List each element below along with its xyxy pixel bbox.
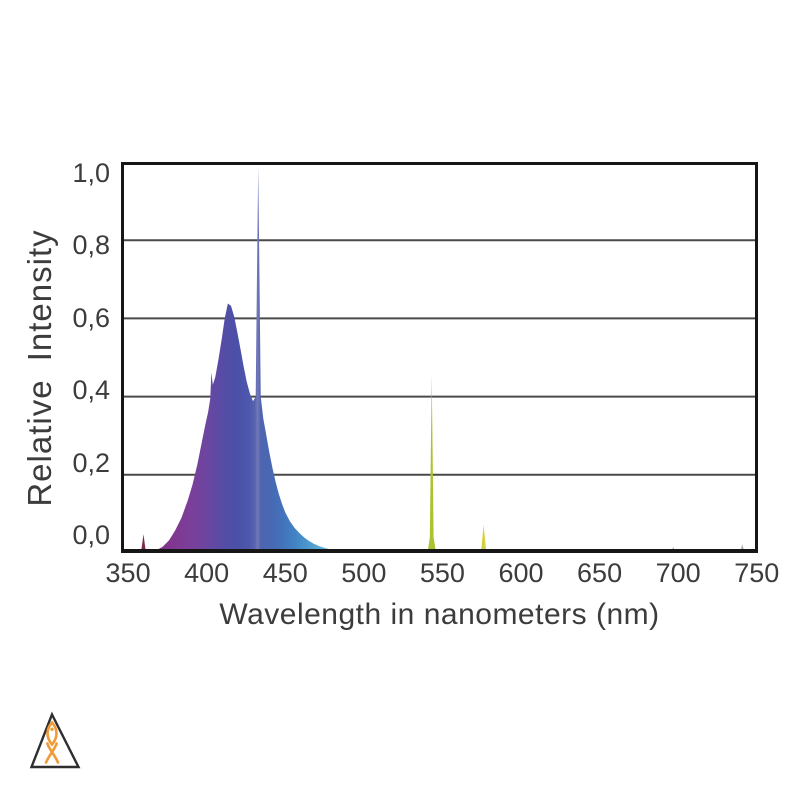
y-tick-label: 0,0 — [72, 520, 110, 550]
x-tick-label: 400 — [184, 558, 230, 588]
spectrum-svg — [121, 162, 758, 553]
brand-logo — [29, 711, 81, 769]
spectrum-curve — [121, 167, 758, 553]
x-tick-label: 450 — [262, 558, 308, 588]
logo-fish-icon — [44, 720, 60, 764]
x-tick-label: 700 — [655, 558, 701, 588]
x-tick-label: 650 — [577, 558, 623, 588]
plot-area — [121, 162, 758, 553]
x-axis-title: Wavelength in nanometers (nm) — [219, 598, 660, 631]
logo-triangle — [29, 711, 81, 769]
y-tick-label: 0,8 — [72, 230, 110, 261]
y-tick-label: 1,0 — [72, 158, 110, 188]
x-tick-label: 600 — [498, 558, 544, 588]
x-tick-label: 750 — [734, 558, 780, 588]
x-tick-label: 550 — [419, 558, 465, 588]
y-tick-label: 0,4 — [72, 375, 110, 406]
y-tick-label: 0,6 — [72, 302, 110, 333]
y-tick-label: 0,2 — [72, 447, 110, 478]
x-tick-label: 500 — [341, 558, 387, 588]
x-tick-label: 350 — [105, 558, 151, 588]
